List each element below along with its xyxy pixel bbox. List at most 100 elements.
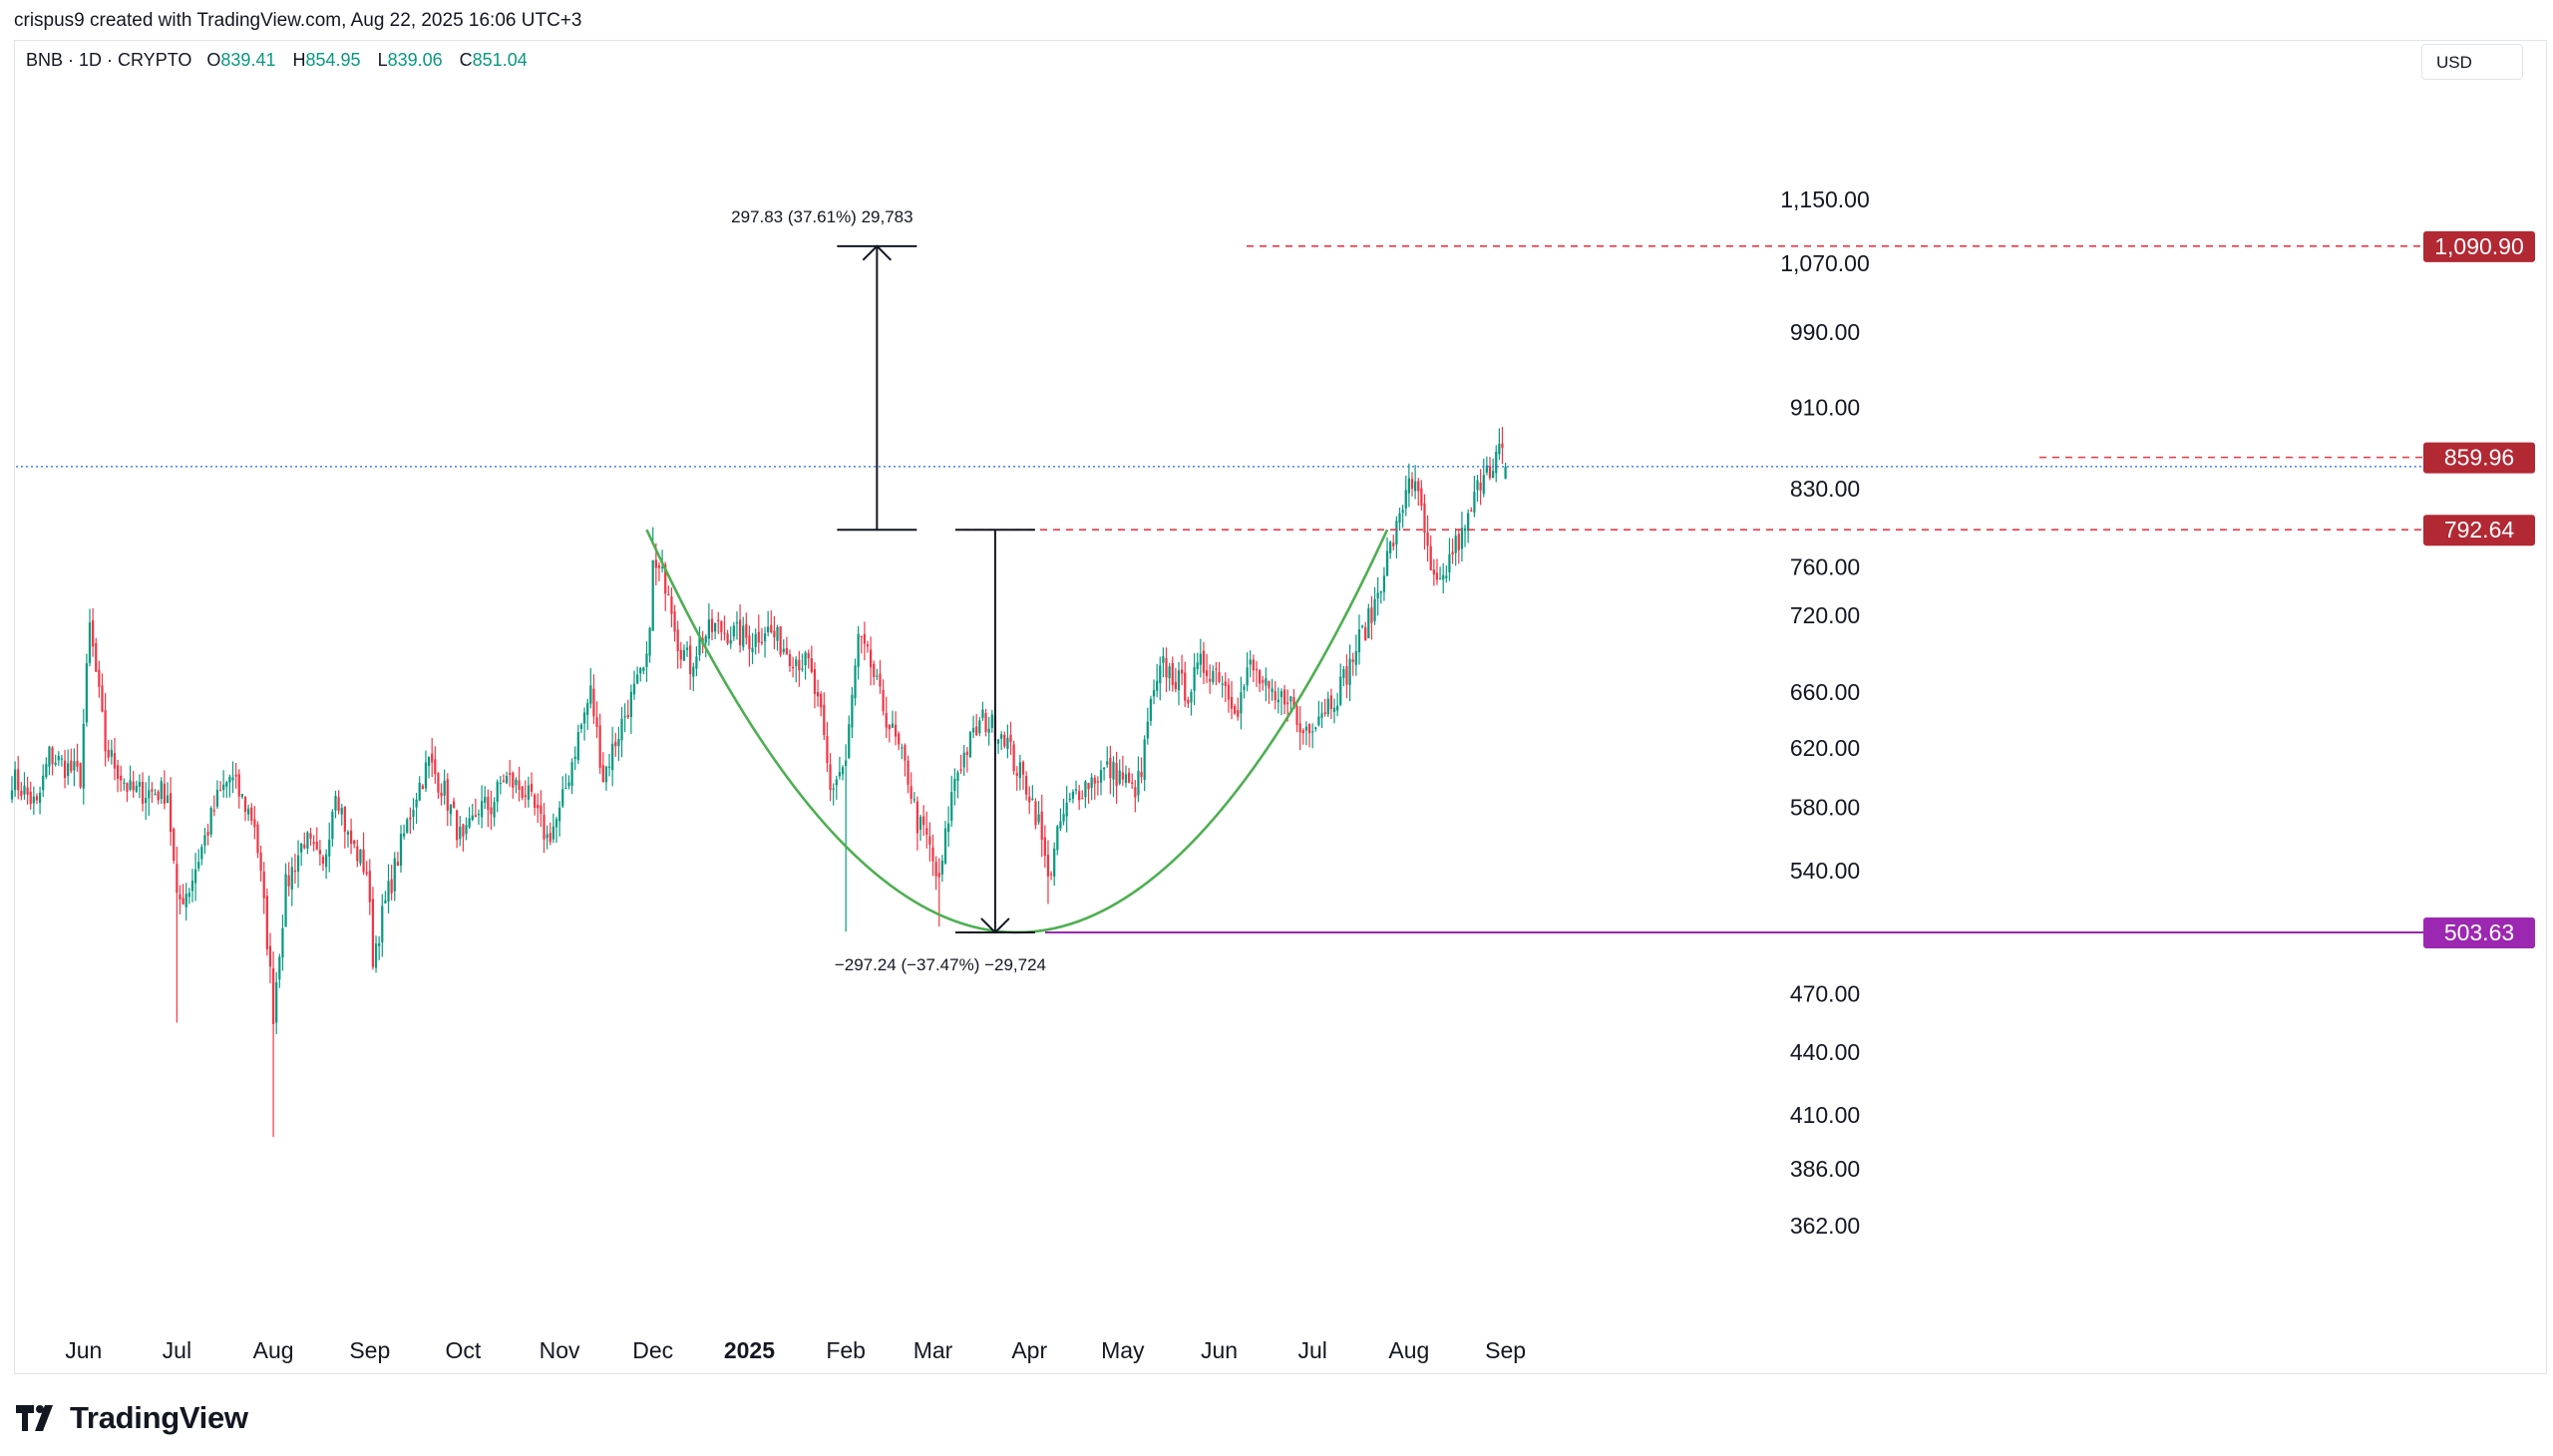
candle-body: [1426, 532, 1429, 546]
candle-body: [1034, 801, 1037, 826]
candle-body: [54, 762, 57, 765]
candle-body: [1317, 716, 1320, 726]
candle-body: [1271, 688, 1274, 692]
candle-body: [925, 828, 928, 835]
candle-body: [509, 772, 512, 776]
candle-body: [309, 833, 312, 839]
candle-body: [1295, 706, 1298, 725]
candle-body: [1485, 465, 1489, 473]
candle-body: [1329, 695, 1333, 710]
currency-selector[interactable]: USD: [2421, 44, 2523, 80]
candle-body: [421, 785, 424, 790]
candle-body: [1417, 481, 1420, 492]
candle-body: [1404, 490, 1407, 509]
annotations-layer: 297.83 (37.61%) 29,783 −297.24 (−37.47%) …: [731, 207, 1046, 974]
candle-body: [1246, 667, 1249, 686]
candle-body: [660, 566, 664, 568]
candle-body: [751, 647, 754, 653]
candle-body: [576, 732, 579, 761]
candle-body: [738, 619, 742, 645]
tradingview-logo[interactable]: TradingView: [16, 1398, 248, 1438]
candle-body: [176, 864, 179, 894]
candle-body: [1184, 672, 1187, 701]
candle-body: [848, 724, 851, 759]
candle-body: [353, 840, 356, 845]
candle-body: [1286, 702, 1289, 704]
price-tick-label: 620.00: [1790, 735, 1860, 761]
candle-body: [293, 870, 297, 873]
candle-body: [754, 633, 757, 647]
candle-body: [826, 736, 829, 763]
price-tick-label: 470.00: [1790, 980, 1860, 1006]
candle-body: [1143, 739, 1146, 780]
candle-body: [1205, 670, 1209, 676]
resistance-high-price-tag-label: 1,090.90: [2434, 233, 2524, 259]
candle-body: [443, 780, 446, 796]
candle-body: [620, 718, 623, 741]
candle-body: [331, 812, 334, 840]
candle-body: [402, 833, 406, 837]
candle-body: [132, 781, 135, 791]
candle-body: [1131, 782, 1134, 784]
candle-body: [1012, 744, 1015, 772]
candle-body: [1432, 569, 1435, 575]
candle-body: [1307, 723, 1311, 734]
candle-body: [378, 942, 381, 946]
candle-body: [110, 749, 113, 757]
candle-body: [456, 810, 459, 841]
candle-body: [1463, 528, 1467, 532]
candle-body: [1078, 791, 1081, 801]
time-tick-label: Sep: [349, 1337, 390, 1363]
candle-body: [832, 788, 835, 790]
candle-body: [459, 827, 462, 840]
candle-body: [427, 757, 431, 767]
candle-body: [384, 900, 387, 904]
candle-body: [779, 626, 782, 655]
candle-body: [70, 760, 73, 772]
candle-body: [857, 633, 860, 667]
symbol-legend[interactable]: BNB · 1D · CRYPTO O839.41 H854.95 L839.0…: [26, 50, 540, 71]
candle-body: [1389, 542, 1392, 553]
candle-body: [971, 727, 975, 733]
candle-body: [95, 643, 98, 672]
candle-body: [745, 623, 748, 638]
candle-body: [1373, 598, 1376, 621]
candle-body: [791, 666, 795, 669]
tradingview-logo-icon: [16, 1405, 53, 1431]
candle-body: [598, 725, 601, 768]
candle-body: [1156, 680, 1159, 691]
candle-body: [1068, 798, 1071, 801]
candle-body: [1435, 572, 1439, 580]
resistance-recent-price-tag-label: 859.96: [2444, 445, 2514, 471]
candle-body: [387, 881, 390, 902]
candle-body: [437, 773, 440, 793]
candle-body: [968, 731, 972, 758]
candle-body: [1015, 773, 1018, 776]
candle-body: [374, 943, 378, 968]
candle-body: [412, 810, 415, 818]
candle-body: [1096, 781, 1100, 783]
candle-body: [1339, 676, 1342, 705]
candle-body: [695, 656, 698, 669]
candle-body: [396, 862, 400, 867]
candle-body: [399, 834, 403, 867]
open-value: 839.41: [220, 50, 276, 70]
candle-body: [554, 819, 558, 828]
candle-body: [440, 792, 443, 797]
open-label: O: [206, 50, 221, 70]
candle-body: [51, 747, 54, 765]
candle-body: [98, 669, 101, 687]
candle-body: [349, 830, 353, 845]
candle-body: [1224, 681, 1227, 687]
candle-body: [748, 635, 751, 649]
candle-body: [770, 624, 773, 633]
candle-body: [1221, 683, 1224, 685]
price-tick-label: 1,150.00: [1780, 186, 1870, 212]
candle-body: [1159, 665, 1162, 684]
candle-body: [515, 779, 518, 786]
candle-body: [20, 791, 23, 797]
candle-body: [667, 593, 670, 596]
symbol-title[interactable]: BNB · 1D · CRYPTO: [26, 50, 192, 70]
candle-body: [169, 793, 173, 833]
